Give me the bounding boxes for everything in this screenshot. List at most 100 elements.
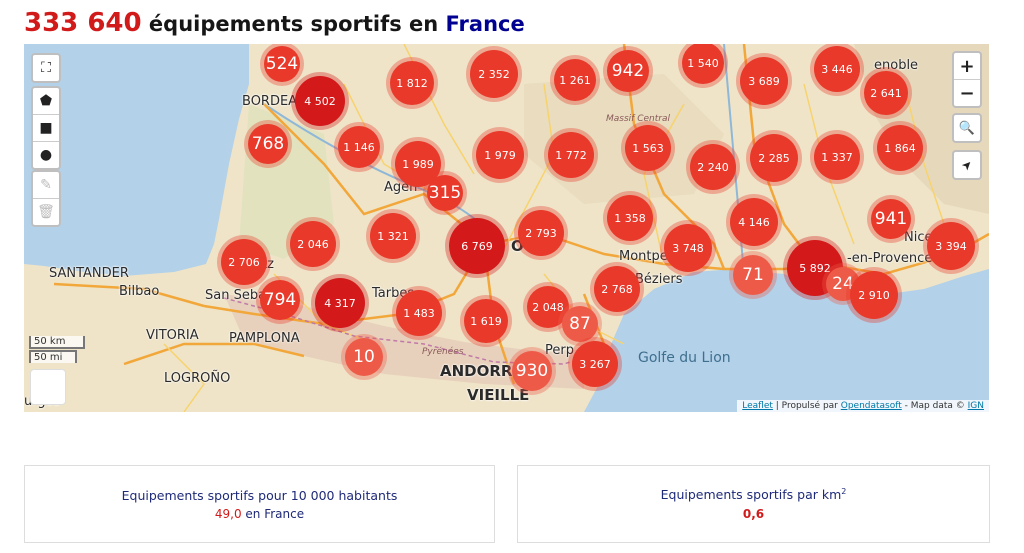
mediterranean-sea xyxy=(584,269,989,412)
cluster-marker[interactable]: 942 xyxy=(607,50,649,92)
cluster-marker[interactable]: 1 483 xyxy=(396,290,442,336)
france-spain-border xyxy=(223,297,590,365)
cluster-marker[interactable]: 3 446 xyxy=(814,46,860,92)
cluster-marker[interactable]: 1 261 xyxy=(554,59,596,101)
attribution-text: | Propulsé par xyxy=(772,401,841,411)
map[interactable]: BORDEA Agen SANTANDER Bilbao San Seba VI… xyxy=(24,44,989,412)
cluster-marker[interactable]: 768 xyxy=(248,124,288,164)
city-label-aix: -en-Provence xyxy=(847,251,933,266)
fullscreen-control: ⛶ xyxy=(31,53,61,83)
city-label-andorra: ANDORR xyxy=(440,362,513,380)
map-blank-control[interactable] xyxy=(30,369,66,405)
cluster-marker[interactable]: 1 540 xyxy=(682,44,724,84)
cluster-marker[interactable]: 2 046 xyxy=(290,221,336,267)
city-label-nice: Nice xyxy=(904,230,933,245)
cluster-marker[interactable]: 1 812 xyxy=(390,61,434,105)
cluster-marker[interactable]: 1 321 xyxy=(370,213,416,259)
city-label-perpignan: Perp xyxy=(545,343,574,358)
cluster-marker[interactable]: 2 910 xyxy=(850,271,898,319)
locate-control: ➤ xyxy=(952,150,982,180)
cluster-marker[interactable]: 1 864 xyxy=(877,125,923,171)
kpi-number: 49,0 xyxy=(214,506,242,521)
city-label-bordeaux: BORDEA xyxy=(242,94,298,109)
cluster-marker[interactable]: 4 317 xyxy=(315,278,365,328)
cluster-marker[interactable]: 3 689 xyxy=(740,57,788,105)
locate-icon[interactable]: ➤ xyxy=(958,156,976,174)
cluster-marker[interactable]: 1 146 xyxy=(338,126,380,168)
sea-label-golfe-du-lion: Golfe du Lion xyxy=(638,350,731,366)
cluster-marker[interactable]: 10 xyxy=(345,338,383,376)
cluster-marker[interactable]: 1 979 xyxy=(476,131,524,179)
zoom-in-button[interactable]: + xyxy=(959,55,975,77)
draw-rectangle-icon[interactable]: ■ xyxy=(33,114,59,141)
cluster-marker[interactable]: 2 240 xyxy=(690,144,736,190)
delete-icon[interactable]: 🗑 xyxy=(33,198,59,225)
kpi-card-per-km2: Equipements sportifs par km2 0,6 xyxy=(517,465,990,543)
cluster-marker[interactable]: 3 748 xyxy=(664,224,712,272)
draw-toolbar: ⬟ ■ ● xyxy=(31,86,61,170)
cluster-marker[interactable]: 6 769 xyxy=(449,218,505,274)
kpi-card-per-habitants: Equipements sportifs pour 10 000 habitan… xyxy=(24,465,495,543)
cluster-marker[interactable]: 2 768 xyxy=(594,266,640,312)
kpi-value: 49,0 en France xyxy=(215,507,304,521)
cluster-marker[interactable]: 2 706 xyxy=(221,239,267,285)
kpi-label-text: Equipements sportifs par km xyxy=(660,487,842,503)
zoom-out-button[interactable]: − xyxy=(954,79,980,106)
search-control: 🔍 xyxy=(952,113,982,143)
search-icon[interactable]: 🔍 xyxy=(958,120,976,136)
cluster-marker[interactable]: 315 xyxy=(427,175,463,211)
map-base xyxy=(24,44,989,412)
cluster-marker[interactable]: 4 502 xyxy=(295,76,345,126)
kpi-context: en France xyxy=(241,506,305,521)
city-label-santander: SANTANDER xyxy=(49,266,129,281)
cluster-marker[interactable]: 941 xyxy=(871,199,911,239)
atlantic-ocean xyxy=(24,44,249,276)
fullscreen-icon[interactable]: ⛶ xyxy=(41,60,51,76)
cluster-marker[interactable]: 3 267 xyxy=(572,341,618,387)
zoom-control: + − xyxy=(952,51,982,108)
kpi-label-sup: 2 xyxy=(841,487,847,497)
cluster-marker[interactable]: 2 285 xyxy=(750,134,798,182)
opendatasoft-link[interactable]: Opendatasoft xyxy=(840,401,902,411)
draw-polygon-icon[interactable]: ⬟ xyxy=(39,93,53,109)
cluster-marker[interactable]: 1 358 xyxy=(607,195,653,241)
city-label-grenoble: enoble xyxy=(874,58,919,73)
cluster-marker[interactable]: 1 563 xyxy=(625,125,671,171)
region-label-pyrenees: Pyrénées xyxy=(422,347,464,357)
total-count: 333 640 xyxy=(24,8,142,38)
title-text: équipements sportifs en xyxy=(141,12,446,36)
region-label-massif-central: Massif Central xyxy=(606,114,670,124)
city-label-beziers: Béziers xyxy=(635,272,683,287)
city-label-vitoria: VITORIA xyxy=(146,328,199,343)
city-label-san-sebastian: San Seba xyxy=(205,288,267,303)
cluster-marker[interactable]: 794 xyxy=(260,280,300,320)
draw-circle-icon[interactable]: ● xyxy=(33,141,59,168)
cluster-marker[interactable]: 1 619 xyxy=(464,299,508,343)
cluster-marker[interactable]: 87 xyxy=(562,306,598,342)
city-label-logrono: LOGROÑO xyxy=(164,371,231,386)
city-label-tz: tz xyxy=(262,257,274,272)
attribution-text: - Map data © xyxy=(901,401,968,411)
city-label-pamplona: PAMPLONA xyxy=(229,331,300,346)
cluster-marker[interactable]: 2 352 xyxy=(470,50,518,98)
ign-link[interactable]: IGN xyxy=(967,401,984,411)
territory-link[interactable]: France xyxy=(445,12,525,36)
cluster-marker[interactable]: 930 xyxy=(512,351,552,391)
map-attribution: Leaflet | Propulsé par Opendatasoft - Ma… xyxy=(737,400,989,412)
cluster-marker[interactable]: 524 xyxy=(264,46,300,82)
cluster-marker[interactable]: 2 641 xyxy=(864,71,908,115)
cluster-marker[interactable]: 1 337 xyxy=(814,134,860,180)
cluster-marker[interactable]: 1 772 xyxy=(548,132,594,178)
city-label-vieille: VIEILLE xyxy=(467,386,530,404)
city-label-montpellier: Montpel xyxy=(619,249,672,264)
cluster-marker[interactable]: 71 xyxy=(733,255,773,295)
kpi-value: 0,6 xyxy=(742,506,765,521)
scale-km: 50 km xyxy=(29,336,85,349)
edit-icon[interactable]: ✎ xyxy=(40,177,52,193)
cluster-marker[interactable]: 2 793 xyxy=(518,210,564,256)
cluster-marker[interactable]: 4 146 xyxy=(730,198,778,246)
scale-mi: 50 mi xyxy=(29,350,77,363)
cluster-marker[interactable]: 3 394 xyxy=(927,222,975,270)
leaflet-link[interactable]: Leaflet xyxy=(742,401,773,411)
kpi-label: Equipements sportifs pour 10 000 habitan… xyxy=(121,487,398,503)
